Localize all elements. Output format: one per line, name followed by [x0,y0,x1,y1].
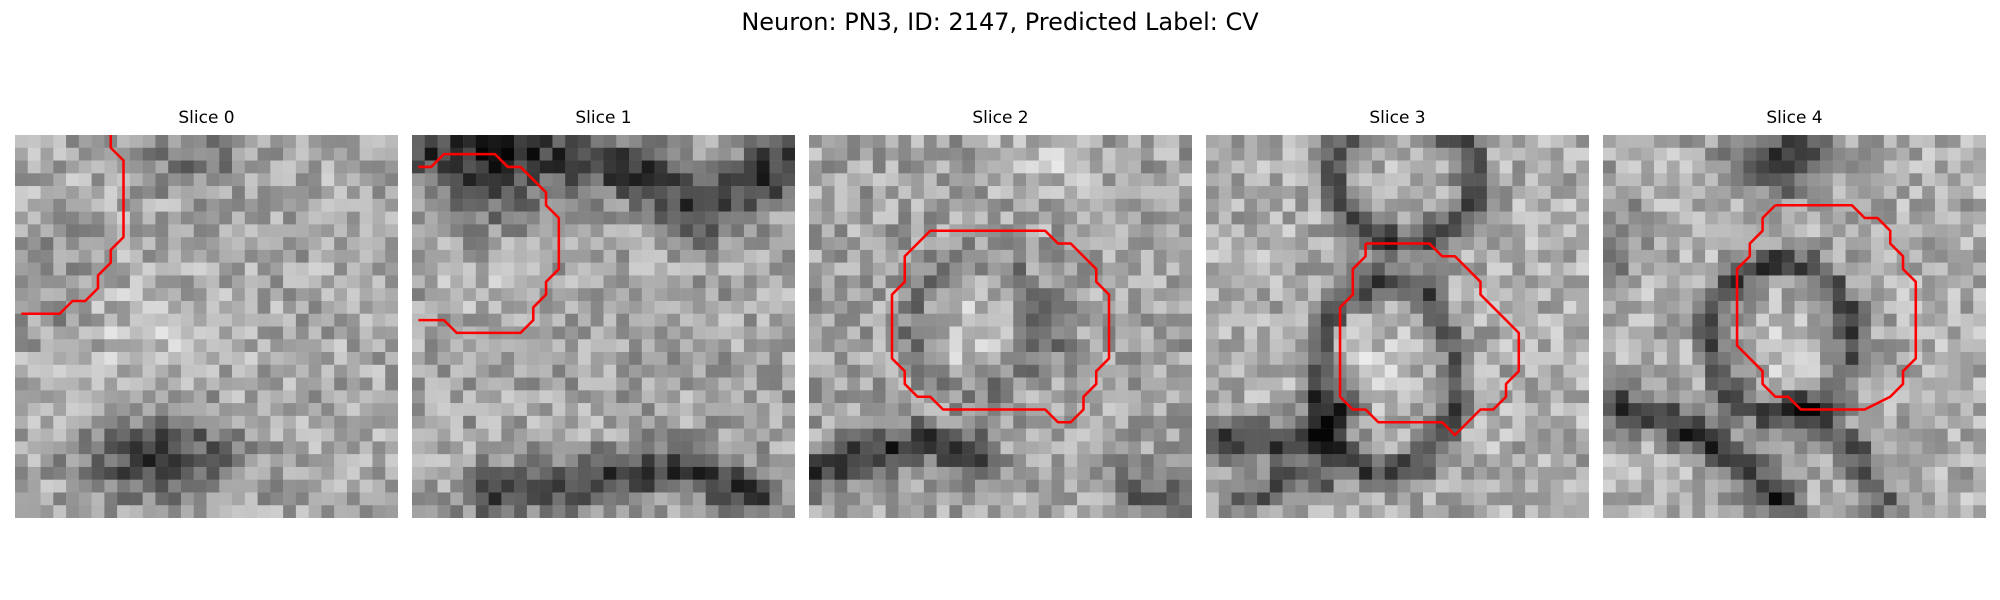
slice-image [15,135,398,518]
slice-image [1603,135,1986,518]
slice-title: Slice 1 [575,108,632,128]
segmentation-contour [21,135,125,316]
slice-title: Slice 0 [178,108,235,128]
pixel-grid [809,135,1192,518]
slice-title: Slice 2 [972,108,1029,128]
segmentation-contour [890,229,1111,424]
slice-panel-3: Slice 3 [1206,107,1589,518]
segmentation-contour [418,152,561,335]
pixel-grid [1603,135,1986,518]
pixel-grid [412,135,795,518]
slice-image [1206,135,1589,518]
segmentation-contour [1338,242,1521,437]
slice-image [412,135,795,518]
pixel-grid [15,135,398,518]
slice-title: Slice 4 [1766,108,1823,128]
slice-panel-2: Slice 2 [809,107,1192,518]
pixel-grid [1206,135,1589,518]
slice-title: Slice 3 [1369,108,1426,128]
slice-image [809,135,1192,518]
slice-panel-4: Slice 4 [1603,107,1986,518]
slice-panel-0: Slice 0 [15,107,398,518]
slice-panel-1: Slice 1 [412,107,795,518]
figure-title: Neuron: PN3, ID: 2147, Predicted Label: … [741,8,1259,36]
segmentation-contour [1735,203,1918,411]
